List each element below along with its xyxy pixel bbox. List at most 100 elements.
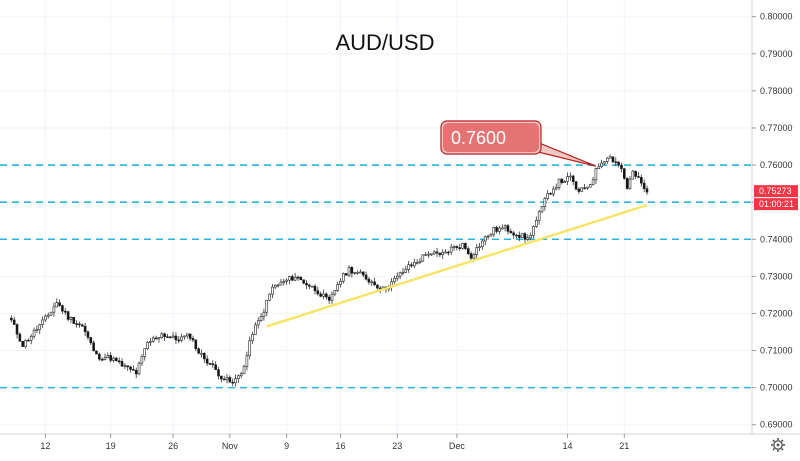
callout-label: 0.7600 — [451, 128, 506, 148]
x-tick-label-1: 19 — [106, 441, 116, 451]
candle-body-11 — [41, 319, 44, 325]
candle-body-193 — [557, 178, 561, 188]
candle-body-141 — [410, 264, 413, 267]
candle-body-48 — [146, 341, 149, 349]
candle-body-152 — [441, 251, 444, 256]
candle-body-57 — [171, 335, 175, 338]
candle-body-115 — [336, 284, 339, 291]
candle-body-121 — [353, 272, 357, 274]
candle-body-19 — [63, 310, 67, 313]
candle-body-136 — [395, 275, 399, 279]
candle-body-199 — [574, 181, 578, 190]
y-tick-label-3: 0.77000 — [760, 123, 793, 133]
candle-body-210 — [605, 157, 609, 162]
candle-body-166 — [481, 240, 484, 247]
settings-gear-icon[interactable] — [771, 438, 785, 452]
x-tick-label-6: 23 — [392, 441, 402, 451]
candle-body-83 — [245, 355, 249, 368]
candle-body-72 — [214, 364, 217, 370]
y-tick-label-0: 0.80000 — [760, 12, 793, 22]
y-tick-label-8: 0.72000 — [760, 308, 793, 318]
candle-body-24 — [78, 323, 81, 326]
candle-body-113 — [330, 293, 334, 301]
candle-body-5 — [24, 339, 27, 347]
y-tick-label-1: 0.79000 — [760, 49, 793, 59]
candle-body-161 — [466, 248, 470, 254]
candle-body-13 — [46, 314, 50, 317]
candles — [10, 154, 649, 387]
candle-body-195 — [563, 181, 567, 183]
candle-body-56 — [168, 336, 172, 339]
candle-body-155 — [449, 246, 453, 253]
candle-body-111 — [325, 293, 328, 298]
candle-body-16 — [55, 302, 59, 308]
candle-body-101 — [296, 276, 300, 279]
candle-body-67 — [200, 352, 203, 355]
candle-body-42 — [129, 366, 132, 370]
trendline — [266, 203, 648, 328]
candle-body-138 — [401, 272, 405, 274]
candle-body-49 — [149, 341, 152, 343]
candle-body-200 — [577, 188, 581, 192]
candle-body-123 — [359, 271, 362, 274]
candle-body-15 — [52, 306, 56, 313]
candle-body-186 — [537, 211, 541, 221]
candle-body-58 — [174, 335, 178, 341]
candle-body-38 — [117, 360, 121, 363]
x-tick-label-5: 16 — [336, 441, 346, 451]
countdown-badge — [754, 198, 798, 211]
candle-body-96 — [282, 281, 286, 283]
candle-body-215 — [620, 164, 623, 170]
candle-body-30 — [95, 350, 98, 355]
candle-body-43 — [132, 369, 135, 371]
candle-body-139 — [404, 269, 408, 273]
candle-body-77 — [228, 377, 232, 383]
candle-body-33 — [103, 357, 107, 360]
x-tick-label-2: 26 — [168, 441, 178, 451]
candle-body-40 — [123, 365, 127, 367]
current-price-badge — [754, 185, 798, 198]
candle-body-90 — [265, 299, 269, 313]
candle-body-64 — [191, 338, 195, 341]
candle-body-194 — [560, 178, 564, 183]
candle-body-32 — [100, 358, 104, 361]
x-tick-label-8: 14 — [563, 441, 573, 451]
candle-body-54 — [163, 333, 166, 337]
y-tick-label-4: 0.76000 — [760, 160, 793, 170]
y-tick-label-6: 0.74000 — [760, 234, 793, 244]
time-axis-panel — [0, 434, 800, 456]
x-tick-label-4: 9 — [284, 441, 289, 451]
candle-body-87 — [256, 320, 260, 326]
candle-body-3 — [18, 333, 22, 342]
candle-body-81 — [239, 373, 243, 377]
candle-body-174 — [503, 225, 507, 229]
candle-body-147 — [427, 253, 430, 256]
candle-body-164 — [475, 247, 479, 256]
candle-body-45 — [137, 362, 141, 375]
candle-body-66 — [197, 348, 200, 354]
candle-body-85 — [251, 334, 254, 342]
candle-body-126 — [367, 278, 371, 283]
current-price-marker: 0.75273 01:00:21 — [754, 185, 798, 211]
candle-body-162 — [469, 253, 473, 259]
candle-body-39 — [120, 361, 124, 367]
candle-body-212 — [611, 156, 615, 163]
x-tick-label-0: 12 — [40, 441, 50, 451]
candle-body-191 — [552, 188, 555, 195]
candle-body-120 — [350, 267, 354, 274]
candle-body-125 — [364, 274, 368, 280]
candle-body-51 — [154, 337, 158, 340]
y-tick-label-9: 0.71000 — [760, 346, 793, 356]
candle-body-46 — [140, 356, 144, 364]
candle-body-219 — [631, 170, 635, 180]
candle-body-157 — [455, 246, 459, 248]
price-axis-panel — [752, 0, 800, 434]
candle-body-170 — [492, 227, 496, 235]
candle-body-122 — [356, 272, 359, 274]
candle-body-182 — [526, 237, 530, 240]
candle-body-110 — [322, 293, 325, 297]
candle-body-196 — [566, 176, 569, 182]
candle-body-142 — [413, 262, 416, 267]
candle-body-116 — [339, 280, 342, 285]
callout: 0.7600 — [440, 120, 597, 167]
